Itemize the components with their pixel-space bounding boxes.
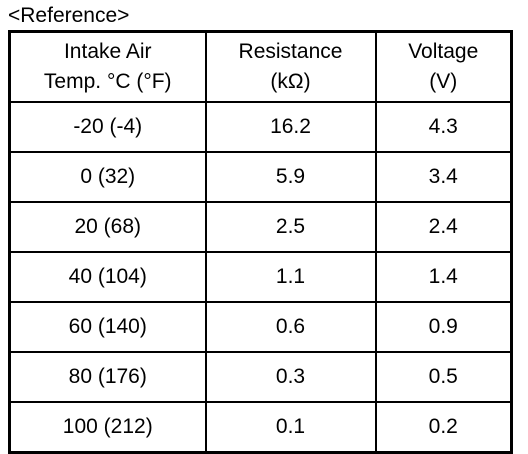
resistance-cell: 16.2 — [204, 101, 377, 153]
table-row: -20 (-4) 16.2 4.3 — [8, 101, 513, 153]
voltage-cell: 2.4 — [374, 201, 513, 253]
temp-cell: 20 (68) — [8, 201, 207, 253]
reference-caption: <Reference> — [8, 4, 130, 27]
resistance-cell: 0.6 — [204, 301, 377, 353]
reference-table: Intake Air Temp. °C (°F) Resistance (kΩ)… — [8, 30, 513, 454]
table-row: 40 (104) 1.1 1.4 — [8, 251, 513, 303]
header-voltage: Voltage (V) — [374, 30, 513, 103]
resistance-cell: 0.1 — [204, 401, 377, 454]
voltage-cell: 0.9 — [374, 301, 513, 353]
temp-cell: 0 (32) — [8, 151, 207, 203]
temp-cell: -20 (-4) — [8, 101, 207, 153]
voltage-cell: 0.5 — [374, 351, 513, 403]
resistance-cell: 0.3 — [204, 351, 377, 403]
table-row: 0 (32) 5.9 3.4 — [8, 151, 513, 203]
header-label-line: Voltage — [408, 40, 479, 63]
header-resistance: Resistance (kΩ) — [204, 30, 377, 103]
header-unit-line: (kΩ) — [270, 70, 311, 93]
header-label-line: Resistance — [238, 40, 343, 63]
voltage-cell: 0.2 — [374, 401, 513, 454]
header-row: Intake Air Temp. °C (°F) Resistance (kΩ)… — [8, 30, 513, 103]
temp-cell: 80 (176) — [8, 351, 207, 403]
table-row: 60 (140) 0.6 0.9 — [8, 301, 513, 353]
table-row: 80 (176) 0.3 0.5 — [8, 351, 513, 403]
resistance-cell: 2.5 — [204, 201, 377, 253]
temp-cell: 100 (212) — [8, 401, 207, 454]
table-row: 100 (212) 0.1 0.2 — [8, 401, 513, 454]
temp-cell: 60 (140) — [8, 301, 207, 353]
header-unit-line: (V) — [429, 70, 458, 93]
resistance-cell: 5.9 — [204, 151, 377, 203]
temp-cell: 40 (104) — [8, 251, 207, 303]
voltage-cell: 4.3 — [374, 101, 513, 153]
header-label-line: Intake Air — [63, 40, 152, 63]
header-intake-air-temp: Intake Air Temp. °C (°F) — [8, 30, 207, 103]
header-unit-line: Temp. °C (°F) — [43, 70, 172, 93]
resistance-cell: 1.1 — [204, 251, 377, 303]
voltage-cell: 1.4 — [374, 251, 513, 303]
table-row: 20 (68) 2.5 2.4 — [8, 201, 513, 253]
voltage-cell: 3.4 — [374, 151, 513, 203]
